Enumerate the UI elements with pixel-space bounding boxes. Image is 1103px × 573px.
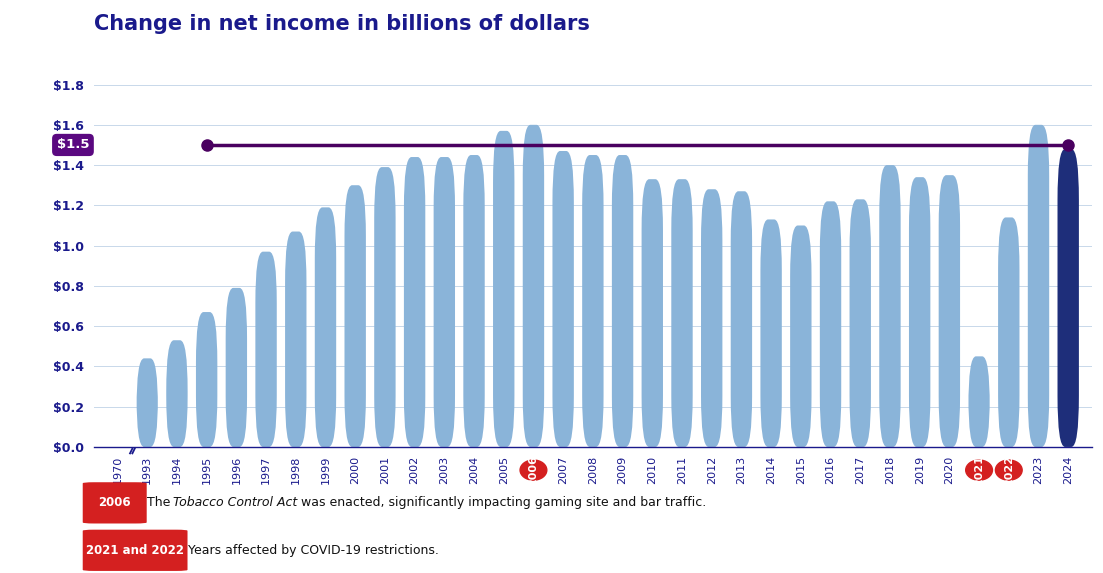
FancyBboxPatch shape [137,358,158,447]
FancyBboxPatch shape [463,155,484,447]
FancyBboxPatch shape [849,199,871,447]
FancyBboxPatch shape [493,131,514,447]
Text: 2022: 2022 [1004,454,1014,485]
FancyBboxPatch shape [553,151,574,447]
FancyBboxPatch shape [374,167,396,447]
Text: Years affected by COVID-19 restrictions.: Years affected by COVID-19 restrictions. [188,544,438,557]
FancyBboxPatch shape [167,340,188,447]
FancyBboxPatch shape [582,155,603,447]
FancyBboxPatch shape [702,189,722,447]
FancyBboxPatch shape [1028,125,1049,447]
Text: 2006: 2006 [528,454,538,485]
Text: The: The [147,496,174,509]
FancyBboxPatch shape [612,155,633,447]
Text: 2021 and 2022: 2021 and 2022 [86,544,184,557]
FancyBboxPatch shape [968,356,989,447]
Text: $1.5: $1.5 [56,139,89,151]
Text: 2006: 2006 [98,496,131,509]
FancyBboxPatch shape [285,231,307,447]
FancyBboxPatch shape [939,175,960,447]
Text: Change in net income in billions of dollars: Change in net income in billions of doll… [94,14,590,34]
FancyBboxPatch shape [226,288,247,447]
FancyBboxPatch shape [256,252,277,447]
FancyBboxPatch shape [879,165,901,447]
Ellipse shape [521,460,547,480]
FancyBboxPatch shape [730,191,752,447]
Ellipse shape [966,460,993,480]
Text: was enacted, significantly impacting gaming site and bar traffic.: was enacted, significantly impacting gam… [297,496,706,509]
FancyBboxPatch shape [196,312,217,447]
FancyBboxPatch shape [672,179,693,447]
FancyBboxPatch shape [344,185,366,447]
FancyBboxPatch shape [523,125,544,447]
FancyBboxPatch shape [404,157,426,447]
Ellipse shape [995,460,1022,480]
FancyBboxPatch shape [760,219,782,447]
FancyBboxPatch shape [83,482,147,524]
Text: Tobacco Control Act: Tobacco Control Act [173,496,298,509]
Text: 2021: 2021 [974,454,984,485]
FancyBboxPatch shape [1058,149,1079,447]
FancyBboxPatch shape [314,207,336,447]
FancyBboxPatch shape [790,226,812,447]
FancyBboxPatch shape [642,179,663,447]
FancyBboxPatch shape [909,177,930,447]
FancyBboxPatch shape [83,529,188,571]
FancyBboxPatch shape [433,157,456,447]
FancyBboxPatch shape [820,201,842,447]
FancyBboxPatch shape [998,217,1019,447]
